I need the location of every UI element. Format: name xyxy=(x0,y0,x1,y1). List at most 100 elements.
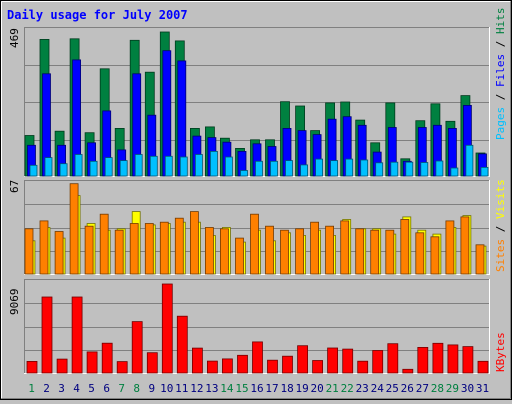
visits-bar-sites-day-27 xyxy=(415,232,425,275)
kbytes-bar-kbytes-day-13 xyxy=(206,360,218,374)
hits-bar-pages-day-14 xyxy=(224,156,233,177)
hits-legend: Pages / Files / Hits xyxy=(494,8,507,141)
chart-title: Daily usage for July 2007 xyxy=(7,8,188,22)
kbytes-bar-kbytes-day-10 xyxy=(161,283,173,374)
day-label-19: 19 xyxy=(295,382,308,395)
day-label-17: 17 xyxy=(265,382,278,395)
hits-bar-pages-day-9 xyxy=(149,155,158,177)
hits-bar-pages-day-24 xyxy=(375,162,384,177)
kbytes-bar-kbytes-day-26 xyxy=(402,368,414,374)
right-legends: Pages / Files / Hits Sites / Visits KBytes xyxy=(494,8,507,373)
bars-layer xyxy=(24,31,489,374)
hits-bar-pages-day-31 xyxy=(480,166,489,177)
visits-bar-sites-day-13 xyxy=(204,227,214,275)
hits-bar-pages-day-11 xyxy=(179,156,188,177)
visits-bar-sites-day-25 xyxy=(385,229,395,275)
visits-bar-sites-day-22 xyxy=(340,220,350,275)
kbytes-bar-kbytes-day-6 xyxy=(101,342,113,374)
kbytes-bar-kbytes-day-4 xyxy=(71,296,83,374)
hits-bar-pages-day-13 xyxy=(209,150,218,177)
legend-entry: Visits xyxy=(494,179,507,219)
hits-bar-pages-day-8 xyxy=(134,154,143,177)
kbytes-bar-kbytes-day-2 xyxy=(41,296,53,374)
visits-bar-sites-day-10 xyxy=(159,221,169,275)
visits-bar-sites-day-1 xyxy=(24,228,34,275)
visits-bar-sites-day-14 xyxy=(219,228,229,275)
day-label-13: 13 xyxy=(205,382,218,395)
kbytes-bar-kbytes-day-20 xyxy=(312,360,324,374)
hits-bar-pages-day-15 xyxy=(240,170,248,177)
hits-bar-pages-day-20 xyxy=(315,158,324,177)
kbytes-bar-kbytes-day-15 xyxy=(237,354,248,374)
kbytes-bar-kbytes-day-23 xyxy=(357,360,369,374)
day-label-16: 16 xyxy=(250,382,263,395)
visits-bar-sites-day-21 xyxy=(325,225,335,275)
kbytes-bar-kbytes-day-19 xyxy=(297,345,309,374)
day-label-14: 14 xyxy=(220,382,234,395)
hits-bar-pages-day-22 xyxy=(345,158,354,177)
day-label-31: 31 xyxy=(476,382,489,395)
hits-bar-pages-day-1 xyxy=(29,164,38,177)
visits-bar-sites-day-26 xyxy=(400,219,410,275)
kbytes-legend: KBytes xyxy=(494,332,507,372)
hits-bar-pages-day-7 xyxy=(119,160,128,177)
kbytes-bar-kbytes-day-14 xyxy=(221,358,233,374)
day-label-23: 23 xyxy=(356,382,369,395)
visits-bar-sites-day-19 xyxy=(295,228,305,275)
day-label-8: 8 xyxy=(133,382,140,395)
kbytes-bar-kbytes-day-17 xyxy=(267,359,278,374)
hits-bar-pages-day-10 xyxy=(164,155,173,177)
day-label-6: 6 xyxy=(103,382,110,395)
day-label-5: 5 xyxy=(88,382,95,395)
day-label-4: 4 xyxy=(73,382,80,395)
day-label-20: 20 xyxy=(310,382,323,395)
visits-bar-sites-day-8 xyxy=(129,223,139,275)
visits-bar-sites-day-9 xyxy=(144,223,154,275)
kbytes-bar-kbytes-day-1 xyxy=(26,360,38,374)
day-label-15: 15 xyxy=(235,382,248,395)
visits-bar-sites-day-18 xyxy=(280,229,289,275)
visits-bar-sites-day-16 xyxy=(250,213,259,275)
day-label-7: 7 xyxy=(118,382,125,395)
kbytes-bar-kbytes-day-7 xyxy=(116,361,128,374)
legend-entry: / xyxy=(494,219,507,239)
day-label-11: 11 xyxy=(175,382,188,395)
day-label-30: 30 xyxy=(461,382,474,395)
visits-bar-sites-day-30 xyxy=(460,216,470,275)
visits-bar-sites-day-7 xyxy=(114,229,124,275)
hits-bar-pages-day-17 xyxy=(270,160,278,177)
kbytes-bar-kbytes-day-24 xyxy=(372,350,384,374)
kbytes-bar-kbytes-day-11 xyxy=(176,315,188,374)
hits-bar-pages-day-27 xyxy=(420,162,429,177)
visits-bar-sites-day-6 xyxy=(99,213,109,275)
kbytes-bar-kbytes-day-9 xyxy=(146,352,158,374)
kbytes-bar-kbytes-day-30 xyxy=(462,346,474,374)
visits-bar-sites-day-5 xyxy=(84,225,94,275)
kbytes-bar-kbytes-day-16 xyxy=(252,341,263,374)
hits-bar-pages-day-23 xyxy=(360,159,369,177)
kbytes-bar-kbytes-day-3 xyxy=(56,358,68,374)
visits-bar-sites-day-11 xyxy=(174,217,184,275)
kbytes-bar-kbytes-day-12 xyxy=(191,347,203,374)
legend-entry: Files xyxy=(494,54,507,87)
visits-bar-sites-day-20 xyxy=(310,221,320,275)
day-label-24: 24 xyxy=(371,382,385,395)
visits-bar-sites-day-2 xyxy=(39,220,49,275)
hits-bar-pages-day-18 xyxy=(285,160,293,177)
hits-bar-pages-day-29 xyxy=(450,167,459,177)
legend-entry: Pages xyxy=(494,107,507,140)
hits-bar-pages-day-28 xyxy=(435,160,444,177)
day-label-18: 18 xyxy=(280,382,293,395)
hits-legend-text: Pages / Files / Hits xyxy=(494,8,507,141)
day-label-28: 28 xyxy=(431,382,444,395)
day-label-9: 9 xyxy=(148,382,155,395)
visits-bar-sites-day-28 xyxy=(430,236,440,275)
kbytes-bar-kbytes-day-18 xyxy=(282,355,293,374)
kbytes-bar-kbytes-day-22 xyxy=(342,348,354,374)
visits-legend-text: Sites / Visits xyxy=(494,179,507,272)
kbytes-bar-kbytes-day-5 xyxy=(86,351,98,374)
x-axis-day-labels: 1 2 3 4 5 6 7 8 9 10 11 12 13 14 15 16 17 18 19 20 21 22 23 24 2… xyxy=(28,382,489,395)
day-label-27: 27 xyxy=(416,382,429,395)
visits-bar-sites-day-31 xyxy=(475,244,485,275)
day-label-12: 12 xyxy=(190,382,203,395)
